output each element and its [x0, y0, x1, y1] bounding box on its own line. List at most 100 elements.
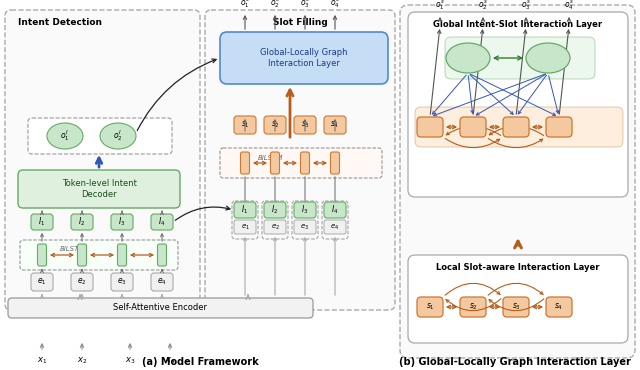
FancyBboxPatch shape: [417, 297, 443, 317]
Ellipse shape: [100, 123, 136, 149]
FancyBboxPatch shape: [18, 170, 180, 208]
FancyBboxPatch shape: [330, 152, 339, 174]
Text: $o_1^I$: $o_1^I$: [60, 128, 70, 144]
Text: Token-level Intent
Decoder: Token-level Intent Decoder: [61, 179, 136, 199]
FancyBboxPatch shape: [301, 152, 310, 174]
FancyBboxPatch shape: [264, 220, 286, 234]
Text: $o_1^s$: $o_1^s$: [435, 0, 445, 12]
FancyBboxPatch shape: [546, 117, 572, 137]
Text: $o_2^I$: $o_2^I$: [113, 128, 123, 144]
Text: $e_3$: $e_3$: [117, 277, 127, 287]
FancyBboxPatch shape: [292, 201, 318, 239]
FancyBboxPatch shape: [111, 214, 133, 230]
FancyBboxPatch shape: [205, 10, 395, 310]
Text: $o_2^I$: $o_2^I$: [543, 51, 553, 65]
FancyBboxPatch shape: [324, 202, 346, 218]
Text: (a) Model Framework: (a) Model Framework: [141, 357, 259, 367]
FancyBboxPatch shape: [71, 214, 93, 230]
Text: $o_2^s$: $o_2^s$: [270, 0, 280, 10]
FancyBboxPatch shape: [264, 202, 286, 218]
FancyBboxPatch shape: [234, 202, 256, 218]
FancyBboxPatch shape: [71, 273, 93, 291]
Text: $x_4$: $x_4$: [164, 355, 175, 366]
FancyBboxPatch shape: [118, 244, 127, 266]
FancyBboxPatch shape: [322, 201, 348, 239]
Text: $I_3$: $I_3$: [118, 216, 125, 228]
Text: $o_1^s$: $o_1^s$: [240, 0, 250, 10]
Text: $I_2$: $I_2$: [79, 216, 86, 228]
FancyBboxPatch shape: [445, 37, 595, 79]
Text: Slot Filling: Slot Filling: [273, 18, 328, 27]
Text: $s_1$: $s_1$: [241, 120, 250, 130]
FancyBboxPatch shape: [20, 240, 178, 270]
Text: $s_3$: $s_3$: [301, 120, 310, 130]
Text: $e_4$: $e_4$: [157, 277, 167, 287]
Ellipse shape: [47, 123, 83, 149]
Text: $o_3^s$: $o_3^s$: [521, 0, 531, 12]
FancyBboxPatch shape: [503, 297, 529, 317]
FancyBboxPatch shape: [8, 298, 313, 318]
Text: $o_2^s$: $o_2^s$: [478, 0, 488, 12]
Text: BiLSTM: BiLSTM: [60, 246, 84, 252]
FancyBboxPatch shape: [294, 116, 316, 134]
Text: $s_3$: $s_3$: [511, 122, 520, 132]
Text: $s_4$: $s_4$: [330, 120, 339, 130]
Text: Local Slot-aware Interaction Layer: Local Slot-aware Interaction Layer: [436, 263, 600, 272]
Text: $I_4$: $I_4$: [158, 216, 166, 228]
FancyBboxPatch shape: [417, 117, 443, 137]
FancyBboxPatch shape: [503, 117, 529, 137]
FancyBboxPatch shape: [38, 244, 47, 266]
Text: $x_1$: $x_1$: [37, 355, 47, 366]
FancyBboxPatch shape: [234, 220, 256, 234]
Text: $s_1$: $s_1$: [426, 122, 435, 132]
Text: $e_2$: $e_2$: [77, 277, 87, 287]
Text: $o_1^I$: $o_1^I$: [463, 51, 473, 65]
FancyBboxPatch shape: [151, 273, 173, 291]
Text: $e_2$: $e_2$: [271, 222, 280, 232]
Text: BiLSTM: BiLSTM: [257, 155, 283, 161]
Text: $I_1$: $I_1$: [241, 204, 248, 216]
Text: $o_3^s$: $o_3^s$: [300, 0, 310, 10]
FancyBboxPatch shape: [271, 152, 280, 174]
FancyBboxPatch shape: [241, 152, 250, 174]
Text: $I_4$: $I_4$: [332, 204, 339, 216]
Text: $I_1$: $I_1$: [38, 216, 45, 228]
Text: $s_4$: $s_4$: [554, 302, 563, 312]
Text: $o_4^s$: $o_4^s$: [330, 0, 340, 10]
FancyBboxPatch shape: [294, 220, 316, 234]
FancyBboxPatch shape: [232, 201, 258, 239]
Ellipse shape: [446, 43, 490, 73]
FancyBboxPatch shape: [220, 32, 388, 84]
FancyBboxPatch shape: [408, 12, 628, 197]
FancyBboxPatch shape: [234, 116, 256, 134]
FancyBboxPatch shape: [111, 273, 133, 291]
FancyBboxPatch shape: [400, 5, 635, 358]
Text: Global Intent-Slot Interaction Layer: Global Intent-Slot Interaction Layer: [433, 20, 603, 29]
FancyBboxPatch shape: [415, 107, 623, 147]
FancyBboxPatch shape: [460, 117, 486, 137]
Text: $e_4$: $e_4$: [330, 222, 340, 232]
FancyBboxPatch shape: [77, 244, 86, 266]
FancyBboxPatch shape: [460, 297, 486, 317]
Text: $e_3$: $e_3$: [301, 222, 310, 232]
Text: $I_3$: $I_3$: [301, 204, 308, 216]
FancyBboxPatch shape: [546, 297, 572, 317]
Text: (b) Global-Locally Graph Interaction Layer: (b) Global-Locally Graph Interaction Lay…: [399, 357, 631, 367]
FancyBboxPatch shape: [220, 148, 382, 178]
Text: $s_2$: $s_2$: [468, 122, 477, 132]
FancyBboxPatch shape: [262, 201, 288, 239]
FancyBboxPatch shape: [5, 10, 200, 310]
FancyBboxPatch shape: [324, 220, 346, 234]
Text: Intent Detection: Intent Detection: [18, 18, 102, 27]
Text: $s_1$: $s_1$: [426, 302, 435, 312]
Text: $s_2$: $s_2$: [271, 120, 280, 130]
FancyBboxPatch shape: [31, 214, 53, 230]
FancyBboxPatch shape: [157, 244, 166, 266]
Text: $e_1$: $e_1$: [241, 222, 250, 232]
FancyBboxPatch shape: [151, 214, 173, 230]
Text: Self-Attentive Encoder: Self-Attentive Encoder: [113, 303, 207, 313]
Text: Global-Locally Graph
Interaction Layer: Global-Locally Graph Interaction Layer: [260, 48, 348, 68]
Text: $s_2$: $s_2$: [468, 302, 477, 312]
FancyBboxPatch shape: [264, 116, 286, 134]
FancyBboxPatch shape: [31, 273, 53, 291]
